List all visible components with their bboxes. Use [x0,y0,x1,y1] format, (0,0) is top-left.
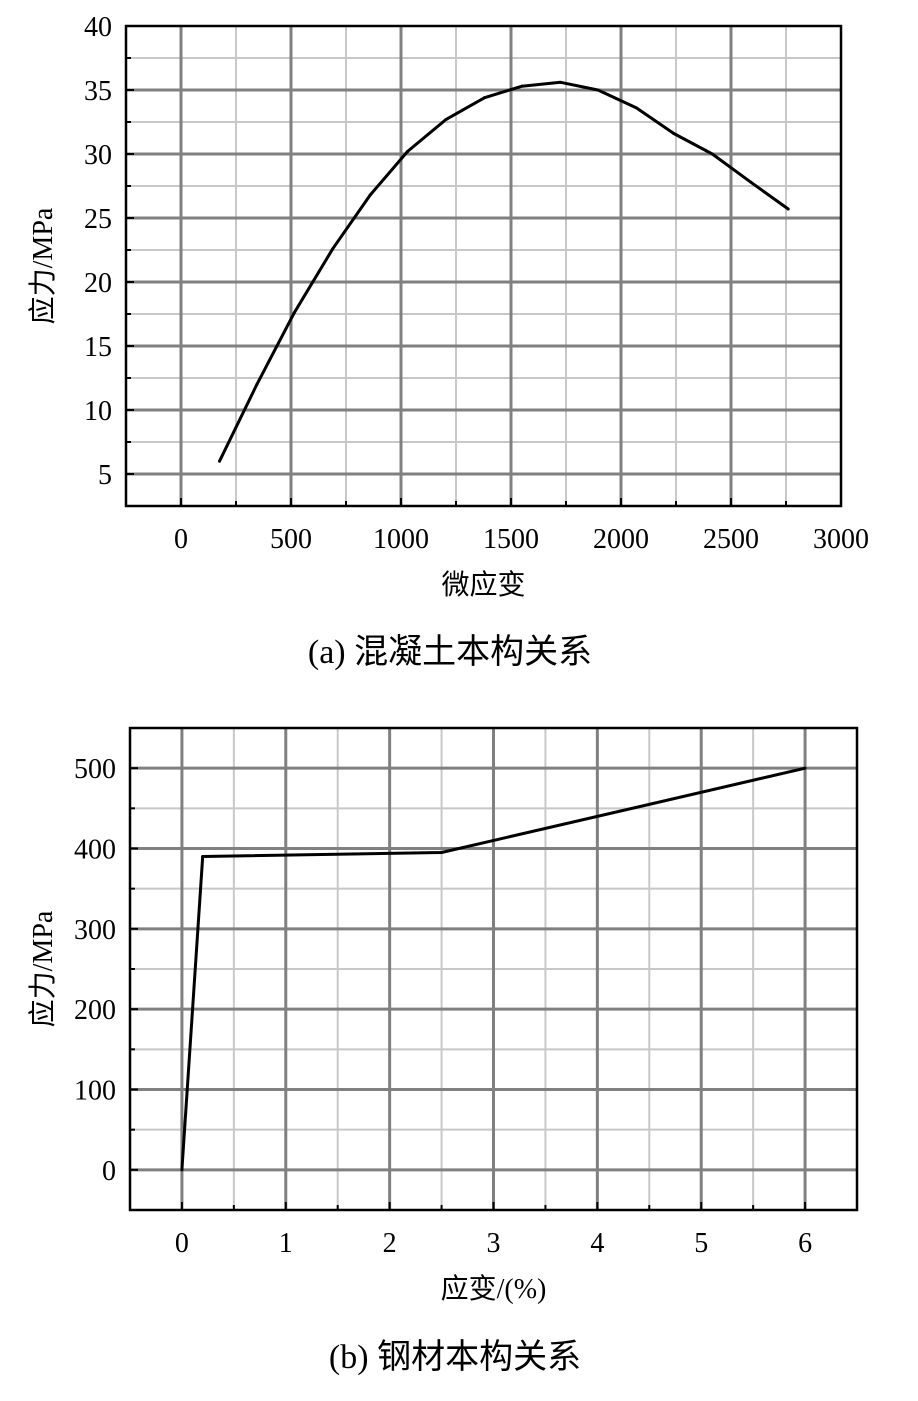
data-point [368,193,372,197]
data-point [218,459,221,463]
data-point [710,152,714,156]
concrete-chart: 0 500 1000 1500 2000 2500 3000 5 10 15 20 25 30 35 40 微… [27,12,869,671]
plot-frame [124,24,843,508]
y-tick-label: 40 [84,12,112,43]
y-axis-label: 应力/MPa [27,910,59,1027]
data-point [444,117,448,121]
x-tick-label: 2 [383,1228,397,1259]
x-tick-label: 2000 [593,524,649,555]
x-tick-label: 5 [694,1228,708,1259]
y-tick-label: 25 [84,204,112,235]
data-point [180,1168,184,1172]
y-tick-label: 100 [74,1076,116,1107]
data-point [520,84,524,88]
data-point [672,132,676,136]
x-tick-label: 0 [174,524,188,555]
data-point [483,96,487,100]
y-tick-label: 35 [84,76,112,107]
data-point [786,207,790,211]
y-tick-label: 500 [74,754,116,785]
y-tick-label: 10 [84,396,112,427]
series-line [180,766,806,1170]
series-line [218,80,790,462]
y-tick-label: 5 [98,460,112,491]
x-tick-label: 1000 [373,524,429,555]
data-point [440,851,444,855]
x-tick-label: 3000 [813,524,869,555]
x-tick-label: 1500 [483,524,539,555]
y-tick-label: 200 [74,995,116,1026]
data-point [331,247,335,251]
data-point [292,311,296,315]
y-tick-label: 15 [84,332,112,363]
figure-caption: (a) 混凝土本构关系 [308,633,592,671]
steel-chart: 0 1 2 3 4 5 6 0 100 200 300 400 500 应变/(%) 应力/MPa (b) 钢… [27,726,859,1376]
y-axis-label: 应力/MPa [27,207,59,324]
x-tick-label: 4 [590,1228,604,1259]
x-tick-label: 0 [175,1228,189,1259]
data-point [559,80,562,84]
y-tick-label: 400 [74,835,116,866]
x-tick-label: 6 [798,1228,812,1259]
figure-caption: (b) 钢材本构关系 [329,1338,581,1376]
data-point [406,149,410,153]
data-point [255,382,259,386]
y-tick-label: 20 [84,268,112,299]
data-point [596,88,600,92]
y-tick-label: 0 [102,1156,116,1187]
x-axis-label: 微应变 [441,569,525,601]
x-tick-label: 1 [279,1228,293,1259]
data-point [201,855,205,859]
data-point [634,106,638,110]
x-axis-label: 应变/(%) [441,1273,547,1305]
x-tick-label: 3 [487,1228,501,1259]
x-tick-label: 500 [270,524,312,555]
data-point [749,180,753,184]
x-tick-label: 2500 [703,524,759,555]
data-point [803,766,807,770]
y-tick-label: 30 [84,140,112,171]
y-tick-label: 300 [74,915,116,946]
